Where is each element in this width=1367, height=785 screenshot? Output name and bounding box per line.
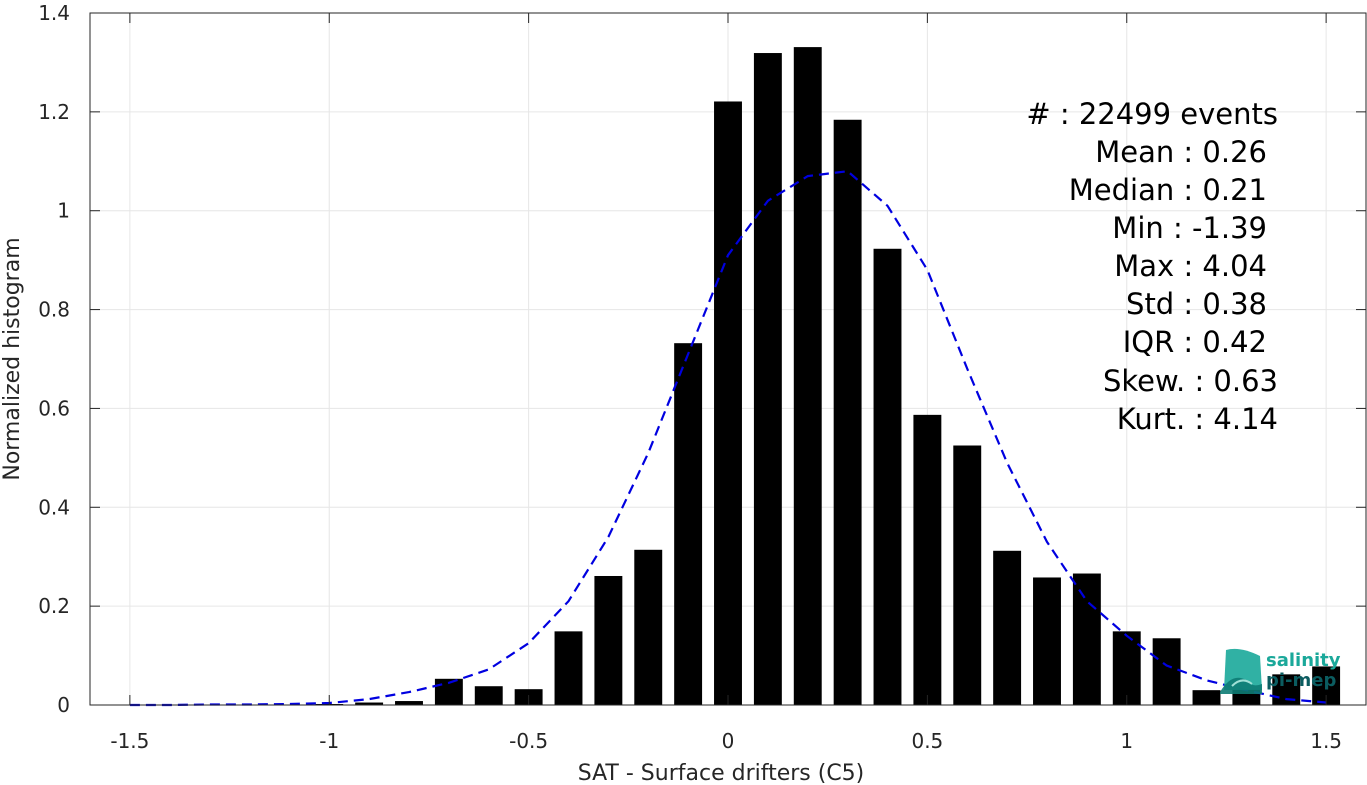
x-tick-label-5: 1 (1120, 729, 1133, 753)
histogram-bar-12 (594, 575, 623, 705)
logo-text-pimep: pi-mep (1266, 670, 1336, 691)
stat-std: Std : 0.38 (1126, 287, 1267, 321)
y-tick-label-5: 1 (57, 199, 70, 223)
histogram-bar-17 (793, 47, 822, 705)
histogram-bar-18 (833, 119, 862, 705)
y-axis-ticks: 0 0.2 0.4 0.6 0.8 1 1.2 1.4 (38, 1, 1366, 717)
x-tick-label-4: 0.5 (911, 729, 943, 753)
x-tick-label-1: -1 (319, 729, 339, 753)
histogram-bar-19 (873, 248, 902, 705)
x-tick-label-3: 0 (722, 729, 735, 753)
logo-text-salinity: salinity (1266, 650, 1341, 671)
y-tick-label-1: 0.2 (38, 594, 70, 618)
stat-mean: Mean : 0.26 (1095, 135, 1267, 169)
y-tick-label-0: 0 (57, 693, 70, 717)
x-tick-label-0: -1.5 (110, 729, 149, 753)
y-tick-label-4: 0.8 (38, 298, 70, 322)
histogram-bar-15 (714, 101, 742, 705)
stat-iqr: IQR : 0.42 (1123, 325, 1267, 359)
histogram-bar-6 (355, 702, 384, 705)
histogram-bar-27 (1192, 690, 1221, 705)
histogram-bar-21 (953, 445, 982, 705)
x-tick-label-6: 1.5 (1310, 729, 1342, 753)
stat-median: Median : 0.21 (1069, 173, 1267, 207)
x-axis-ticks: -1.5 -1 -0.5 0 0.5 1 1.5 (110, 13, 1342, 753)
histogram-bar-20 (913, 414, 942, 705)
histogram-bar-26 (1152, 638, 1181, 705)
stat-skew: Skew. : 0.63 (1103, 364, 1278, 398)
logo-wave-icon (1220, 648, 1262, 694)
salinity-pimep-logo: salinity pi-mep (1220, 648, 1341, 694)
histogram-bar-13 (634, 549, 663, 705)
y-tick-label-2: 0.4 (38, 495, 70, 519)
stat-min: Min : -1.39 (1112, 211, 1267, 245)
stat-max: Max : 4.04 (1114, 249, 1267, 283)
histogram-bar-24 (1072, 573, 1101, 705)
stat-kurt: Kurt. : 4.14 (1117, 402, 1278, 436)
histogram-bar-14 (674, 343, 703, 705)
histogram-bar-25 (1112, 631, 1141, 705)
histogram-bar-22 (993, 550, 1022, 705)
y-tick-label-3: 0.6 (38, 396, 70, 420)
y-tick-label-6: 1.2 (38, 100, 70, 124)
histogram-bar-23 (1033, 577, 1061, 705)
stat-events: # : 22499 events (1026, 97, 1278, 131)
histogram-bar-11 (554, 631, 583, 705)
y-tick-label-7: 1.4 (38, 1, 70, 25)
x-axis-title: SAT - Surface drifters (C5) (578, 761, 865, 785)
statistics-box: # : 22499 events Mean : 0.26 Median : 0.… (1026, 97, 1278, 436)
histogram-bar-7 (395, 701, 423, 705)
histogram-bars (275, 47, 1341, 705)
histogram-bar-9 (474, 686, 503, 705)
x-tick-label-2: -0.5 (509, 729, 548, 753)
y-axis-title: Normalized histogram (0, 237, 25, 480)
histogram-bar-16 (753, 53, 782, 705)
